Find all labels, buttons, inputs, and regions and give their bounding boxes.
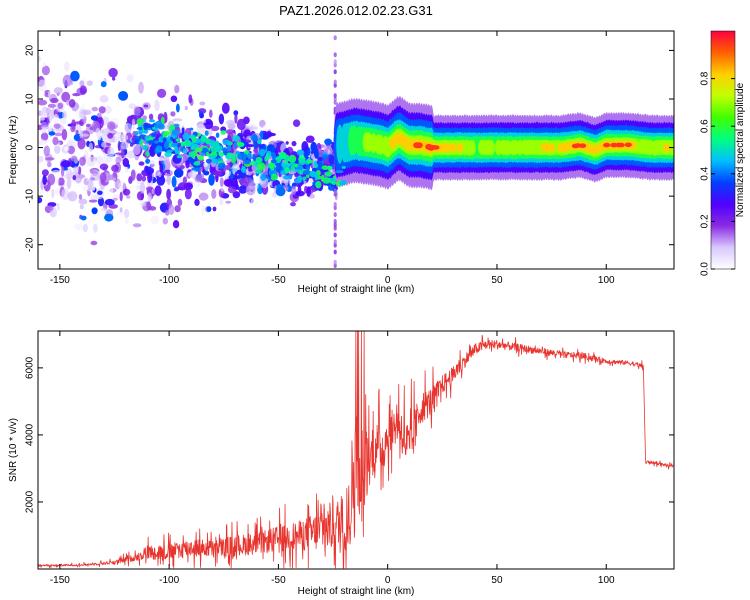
snr-series-line	[38, 331, 674, 569]
spectrogram-x-axis: -150 -100 -50 0 50 100	[50, 31, 615, 286]
colorbar: 0.0 0.2 0.4 0.6 0.8 Normalized spectral ampl…	[700, 30, 746, 276]
snr-x-axis: -150 -100 -50 0 50 100	[50, 331, 615, 586]
y-tick-label: -20	[25, 237, 36, 252]
snr-panel: -150 -100 -50 0 50 100 2000 4000 6000 Height of…	[8, 330, 675, 597]
x-tick-label: -150	[50, 275, 70, 286]
y-tick-label: 2000	[25, 490, 36, 513]
y-tick-label: -10	[25, 188, 36, 203]
x-tick-label: 0	[385, 275, 391, 286]
spectrogram-y-axis: -20 -10 0 10 20	[25, 44, 674, 252]
spectrogram-heatmap	[38, 35, 674, 268]
y-tick-label: 10	[25, 93, 36, 105]
colorbar-tick-label: 0.2	[700, 214, 711, 228]
x-tick-label: 0	[385, 575, 391, 586]
snr-x-label: Height of straight line (km)	[298, 586, 415, 597]
x-tick-label: -100	[159, 275, 179, 286]
snr-y-label: SNR (10 * v/v)	[8, 418, 19, 482]
figure-title: PAZ1.2026.012.02.23.G31	[279, 3, 433, 18]
y-tick-label: 6000	[25, 356, 36, 379]
x-tick-label: -50	[271, 275, 286, 286]
x-tick-label: 100	[598, 575, 615, 586]
colorbar-tick-label: 0.6	[700, 119, 711, 133]
x-tick-label: 50	[491, 275, 503, 286]
x-tick-label: -50	[271, 575, 286, 586]
spectrogram-y-label: Frequency (Hz)	[8, 116, 19, 185]
colorbar-tick-label: 0.8	[700, 71, 711, 85]
y-tick-label: 4000	[25, 423, 36, 446]
snr-y-axis: 2000 4000 6000	[25, 356, 674, 513]
spectrogram-transition-cluster	[134, 116, 348, 189]
y-tick-label: 0	[25, 144, 36, 150]
colorbar-ticks: 0.0 0.2 0.4 0.6 0.8	[700, 71, 735, 276]
x-tick-label: 100	[598, 275, 615, 286]
colorbar-label: Normalized spectral amplitude	[735, 82, 746, 217]
x-tick-label: -150	[50, 575, 70, 586]
spectrogram-x-label: Height of straight line (km)	[298, 284, 415, 295]
colorbar-gradient	[710, 30, 736, 270]
x-tick-label: -100	[159, 575, 179, 586]
colorbar-tick-label: 0.4	[700, 166, 711, 180]
snr-frame	[37, 330, 675, 570]
spectrogram-frame	[37, 30, 675, 270]
x-tick-label: 50	[491, 575, 503, 586]
y-tick-label: 20	[25, 44, 36, 56]
colorbar-tick-label: 0.0	[700, 262, 711, 276]
spectrogram-central-band	[333, 96, 674, 191]
